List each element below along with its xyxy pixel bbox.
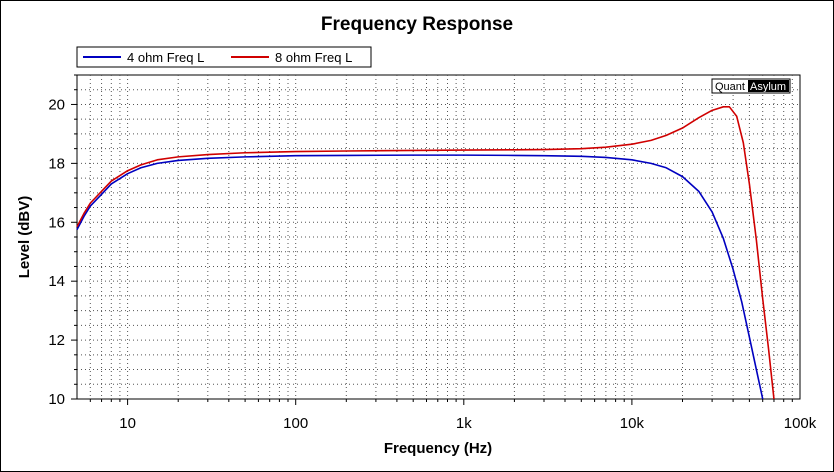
x-tick-label: 1k xyxy=(456,415,472,432)
legend: 4 ohm Freq L 8 ohm Freq L xyxy=(76,46,372,68)
y-axis-label: Level (dBV) xyxy=(16,196,33,279)
y-tick-label: 10 xyxy=(48,391,65,408)
x-tick-label: 10k xyxy=(620,415,645,432)
y-tick-label: 18 xyxy=(48,155,65,172)
x-tick-label: 100 xyxy=(283,415,308,432)
grid xyxy=(77,75,800,399)
axis-ticks: 10 100 1k 10k 100k 10 12 14 16 18 20 xyxy=(48,74,817,432)
y-tick-label: 14 xyxy=(48,273,65,290)
quantasylum-logo: Quant Asylum xyxy=(711,78,791,94)
series-line-4-ohm xyxy=(76,154,764,400)
series-layer xyxy=(76,106,775,400)
svg-text:Quant: Quant xyxy=(715,81,745,93)
x-tick-label: 100k xyxy=(784,415,817,432)
y-tick-label: 20 xyxy=(48,96,65,113)
chart-title: Frequency Response xyxy=(321,14,513,35)
x-tick-label: 10 xyxy=(119,415,136,432)
y-tick-label: 12 xyxy=(48,332,65,349)
legend-label-4-ohm: 4 ohm Freq L xyxy=(127,50,204,65)
x-axis-label: Frequency (Hz) xyxy=(384,440,492,457)
series-line-8-ohm xyxy=(76,106,775,400)
y-tick-label: 16 xyxy=(48,214,65,231)
svg-text:Asylum: Asylum xyxy=(750,81,786,93)
legend-box xyxy=(76,46,372,68)
legend-label-8-ohm: 8 ohm Freq L xyxy=(275,50,352,65)
